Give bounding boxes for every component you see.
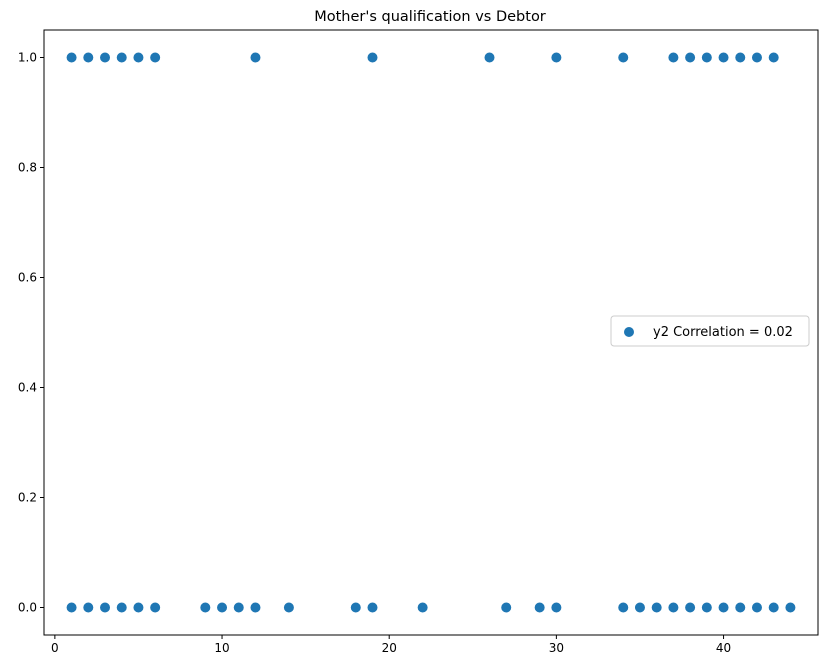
legend-box <box>610 315 810 347</box>
data-point <box>701 52 712 63</box>
x-tick-label: 0 <box>51 641 59 655</box>
data-point <box>685 602 696 613</box>
data-point <box>685 52 696 63</box>
y-tick-label: 1.0 <box>18 51 37 65</box>
y-tick-label: 0.0 <box>18 601 37 615</box>
x-tick-label: 40 <box>716 641 731 655</box>
y-tick-label: 0.4 <box>18 381 37 395</box>
legend: y2 Correlation = 0.02 <box>610 315 810 347</box>
data-point <box>100 52 111 63</box>
data-point <box>501 602 512 613</box>
data-point <box>735 52 746 63</box>
data-point <box>367 602 378 613</box>
data-point <box>735 602 746 613</box>
data-point <box>83 602 94 613</box>
data-point <box>250 602 261 613</box>
data-point <box>133 52 144 63</box>
data-point <box>350 602 361 613</box>
data-point <box>718 52 729 63</box>
y-tick-label: 0.8 <box>18 161 37 175</box>
data-point <box>701 602 712 613</box>
x-tick-label: 20 <box>382 641 397 655</box>
data-point <box>250 52 261 63</box>
data-point <box>150 52 161 63</box>
data-point <box>133 602 144 613</box>
legend-marker <box>624 327 634 337</box>
y-tick-label: 0.2 <box>18 491 37 505</box>
data-point <box>417 602 428 613</box>
data-point <box>116 52 127 63</box>
data-point <box>668 52 679 63</box>
legend-label: y2 Correlation = 0.02 <box>653 325 793 340</box>
data-point <box>634 602 645 613</box>
data-point <box>551 52 562 63</box>
data-point <box>768 602 779 613</box>
data-point <box>534 602 545 613</box>
data-point <box>785 602 796 613</box>
data-point <box>200 602 211 613</box>
data-point <box>66 602 77 613</box>
data-point <box>768 52 779 63</box>
data-point <box>484 52 495 63</box>
data-point <box>668 602 679 613</box>
axis-ticks: 0 10 20 30 40 0.0 0.2 0.4 0.6 0.8 1.0 <box>18 51 731 656</box>
data-point <box>233 602 244 613</box>
data-points <box>66 52 796 613</box>
data-point <box>618 52 629 63</box>
data-point <box>618 602 629 613</box>
data-point <box>751 52 762 63</box>
chart-title: Mother's qualification vs Debtor <box>314 9 546 25</box>
data-point <box>367 52 378 63</box>
data-point <box>551 602 562 613</box>
data-point <box>651 602 662 613</box>
data-point <box>283 602 294 613</box>
data-point <box>751 602 762 613</box>
data-point <box>718 602 729 613</box>
x-tick-label: 30 <box>549 641 564 655</box>
data-point <box>83 52 94 63</box>
y-tick-label: 0.6 <box>18 271 37 285</box>
data-point <box>116 602 127 613</box>
data-point <box>66 52 77 63</box>
data-point <box>150 602 161 613</box>
x-tick-label: 10 <box>214 641 229 655</box>
plot-frame <box>43 29 819 636</box>
data-point <box>217 602 228 613</box>
data-point <box>100 602 111 613</box>
